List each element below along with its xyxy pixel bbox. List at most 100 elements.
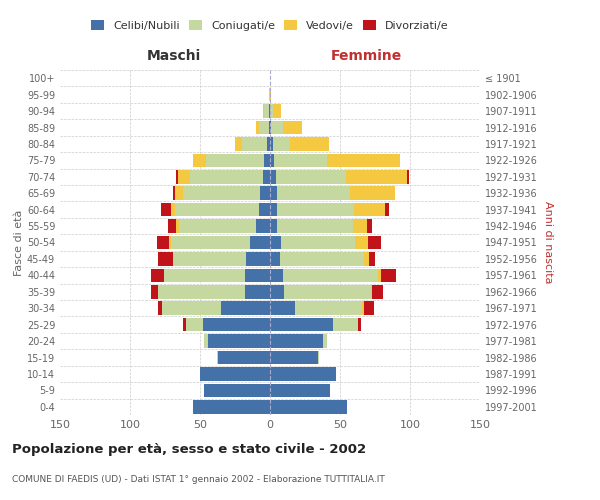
Bar	[346, 170, 407, 183]
Bar	[158, 285, 245, 298]
Bar	[350, 186, 395, 200]
Bar	[157, 236, 169, 249]
Bar	[353, 220, 367, 233]
Bar	[164, 268, 245, 282]
Bar	[178, 170, 190, 183]
Legend: Celibi/Nubili, Coniugati/e, Vedovi/e, Divorziati/e: Celibi/Nubili, Coniugati/e, Vedovi/e, Di…	[91, 20, 449, 31]
Bar	[275, 170, 346, 183]
Bar	[175, 203, 259, 216]
Bar	[245, 268, 270, 282]
Bar	[250, 236, 270, 249]
Bar	[270, 137, 273, 150]
Bar	[270, 367, 336, 380]
Bar	[270, 203, 277, 216]
Bar	[270, 236, 281, 249]
Bar	[380, 268, 396, 282]
Bar	[385, 203, 389, 216]
Bar	[270, 88, 271, 102]
Bar	[269, 104, 270, 118]
Bar	[284, 285, 371, 298]
Bar	[283, 121, 302, 134]
Bar	[173, 252, 246, 266]
Bar	[371, 285, 372, 298]
Bar	[273, 137, 290, 150]
Bar	[364, 302, 374, 315]
Bar	[256, 121, 259, 134]
Bar	[270, 220, 277, 233]
Bar	[256, 220, 270, 233]
Bar	[208, 334, 270, 348]
Bar	[269, 121, 270, 134]
Bar	[235, 137, 242, 150]
Bar	[183, 318, 186, 332]
Bar	[151, 268, 164, 282]
Bar	[367, 220, 372, 233]
Bar	[270, 318, 333, 332]
Bar	[323, 334, 328, 348]
Bar	[277, 186, 350, 200]
Bar	[162, 302, 221, 315]
Bar	[270, 400, 347, 413]
Bar	[317, 351, 319, 364]
Bar	[170, 236, 250, 249]
Bar	[378, 268, 380, 282]
Bar	[270, 351, 317, 364]
Bar	[269, 88, 270, 102]
Bar	[176, 220, 179, 233]
Bar	[273, 104, 281, 118]
Bar	[193, 154, 206, 167]
Bar	[370, 252, 375, 266]
Bar	[355, 236, 368, 249]
Bar	[270, 104, 273, 118]
Bar	[290, 137, 329, 150]
Bar	[270, 186, 277, 200]
Bar	[246, 252, 270, 266]
Text: Maschi: Maschi	[146, 49, 200, 63]
Bar	[170, 203, 175, 216]
Bar	[364, 252, 370, 266]
Text: Femmine: Femmine	[331, 49, 402, 63]
Bar	[295, 302, 362, 315]
Bar	[204, 384, 270, 397]
Bar	[259, 203, 270, 216]
Bar	[173, 186, 175, 200]
Bar	[206, 154, 265, 167]
Bar	[168, 220, 176, 233]
Bar	[277, 220, 353, 233]
Bar	[270, 334, 323, 348]
Bar	[217, 351, 218, 364]
Bar	[372, 285, 383, 298]
Bar	[221, 302, 270, 315]
Bar	[277, 203, 354, 216]
Bar	[283, 268, 378, 282]
Bar	[270, 285, 284, 298]
Bar	[245, 285, 270, 298]
Bar	[263, 104, 265, 118]
Bar	[242, 137, 267, 150]
Bar	[193, 400, 270, 413]
Bar	[186, 318, 203, 332]
Bar	[358, 318, 361, 332]
Bar	[179, 220, 256, 233]
Bar	[183, 186, 260, 200]
Bar	[175, 186, 183, 200]
Bar	[281, 236, 355, 249]
Bar	[151, 285, 158, 298]
Bar	[362, 302, 364, 315]
Bar	[354, 203, 385, 216]
Bar	[265, 154, 270, 167]
Bar	[274, 154, 328, 167]
Bar	[267, 137, 270, 150]
Bar	[270, 268, 283, 282]
Bar	[200, 367, 270, 380]
Y-axis label: Anni di nascita: Anni di nascita	[543, 201, 553, 284]
Bar	[158, 252, 173, 266]
Bar	[271, 121, 283, 134]
Bar	[407, 170, 409, 183]
Bar	[280, 252, 364, 266]
Bar	[158, 302, 162, 315]
Bar	[161, 203, 170, 216]
Bar	[190, 170, 263, 183]
Bar	[368, 236, 380, 249]
Bar	[204, 334, 208, 348]
